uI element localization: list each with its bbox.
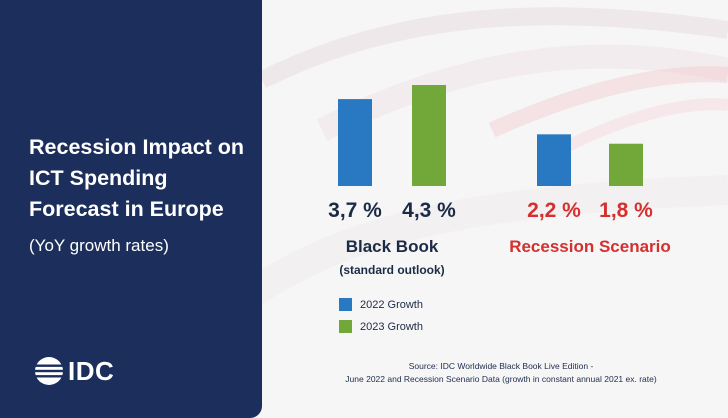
bar-black-book-2023	[412, 85, 446, 186]
idc-globe-icon	[34, 357, 64, 385]
value-label-black-book-2022: 3,7 %	[328, 199, 382, 222]
value-label-recession-2022: 2,2 %	[527, 199, 581, 222]
group-label-recession-scenario: Recession Scenario	[509, 237, 671, 256]
value-label-recession-2023: 1,8 %	[599, 199, 653, 222]
source-line-1: Source: IDC Worldwide Black Book Live Ed…	[408, 361, 594, 371]
chart-subtitle: (YoY growth rates)	[29, 236, 169, 255]
legend-label-2023: 2023 Growth	[360, 320, 423, 333]
background-swoosh	[262, 7, 728, 305]
group-sublabel-black-book: (standard outlook)	[339, 263, 445, 277]
source-line-2: June 2022 and Recession Scenario Data (g…	[345, 374, 657, 384]
bar-chart	[338, 85, 643, 186]
legend-label-2022: 2022 Growth	[360, 298, 423, 311]
legend-item-2022: 2022 Growth	[339, 298, 423, 311]
legend-item-2023: 2023 Growth	[339, 320, 423, 333]
value-label-black-book-2023: 4,3 %	[402, 199, 456, 222]
legend-swatch-2022	[339, 298, 352, 311]
bar-recession-2022	[537, 134, 571, 186]
legend-swatch-2023	[339, 320, 352, 333]
idc-logo: IDC	[34, 355, 114, 387]
logo-text: IDC	[68, 355, 115, 386]
bar-black-book-2022	[338, 99, 372, 186]
chart-title: Recession Impact on ICT Spending Forecas…	[29, 135, 245, 221]
group-label-black-book: Black Book	[345, 237, 439, 256]
source-note: Source: IDC Worldwide Black Book Live Ed…	[325, 360, 677, 386]
bar-recession-2023	[609, 143, 643, 186]
title-panel: Recession Impact on ICT Spending Forecas…	[0, 0, 262, 418]
